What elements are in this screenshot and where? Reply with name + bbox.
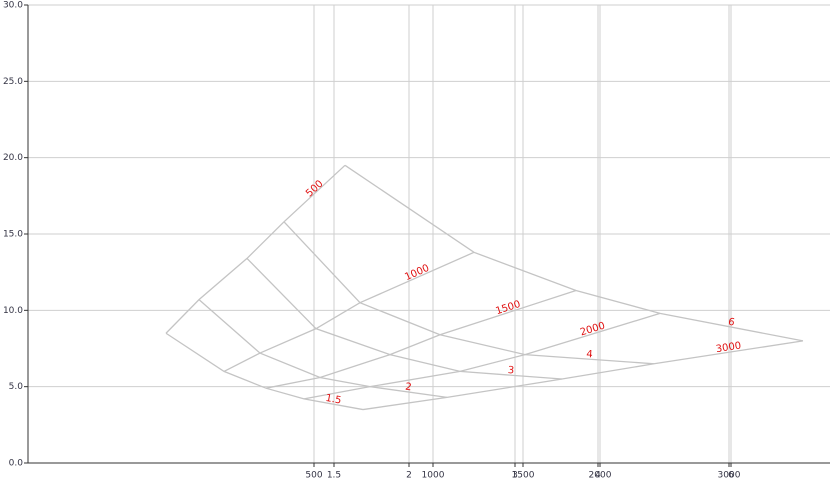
y-tick-label: 30.0	[3, 1, 23, 11]
b-line	[198, 299, 448, 398]
carpet-label: 3000	[715, 340, 742, 355]
x-tick-label: 500	[305, 471, 322, 480]
b-line	[344, 164, 804, 342]
x-tick-label: 2000	[589, 471, 612, 480]
carpet-label: 4	[586, 349, 593, 360]
carpet-label: 2	[405, 382, 413, 394]
a-line	[303, 312, 661, 400]
carpet-label: 1.5	[325, 393, 343, 407]
y-tick-label: 0.0	[9, 459, 24, 469]
y-tick-label: 10.0	[3, 306, 23, 316]
carpet-label: 500	[304, 178, 325, 199]
a-line	[265, 289, 577, 389]
y-tick-label: 20.0	[3, 153, 23, 163]
b-line	[246, 257, 563, 380]
x-tick-label: 1.5	[327, 471, 341, 480]
carpet-label: 3	[507, 365, 514, 376]
b-line	[283, 221, 655, 365]
b-line	[165, 332, 364, 411]
y-tick-label: 15.0	[3, 230, 23, 240]
x-tick-label: 4	[595, 471, 601, 480]
x-tick-label: 3	[512, 471, 518, 480]
x-tick-label: 6	[728, 471, 734, 480]
x-tick-label: 3000	[718, 471, 741, 480]
y-tick-label: 5.0	[9, 382, 24, 392]
x-tick-label: 1500	[512, 471, 535, 480]
carpet-label: 2000	[579, 320, 607, 338]
carpet-label: 1500	[494, 299, 522, 317]
y-tick-label: 25.0	[3, 77, 23, 87]
carpet-label: 6	[727, 317, 735, 329]
carpet-label: 1000	[403, 263, 431, 283]
x-tick-label: 2	[406, 471, 412, 480]
x-tick-label: 1000	[422, 471, 445, 480]
